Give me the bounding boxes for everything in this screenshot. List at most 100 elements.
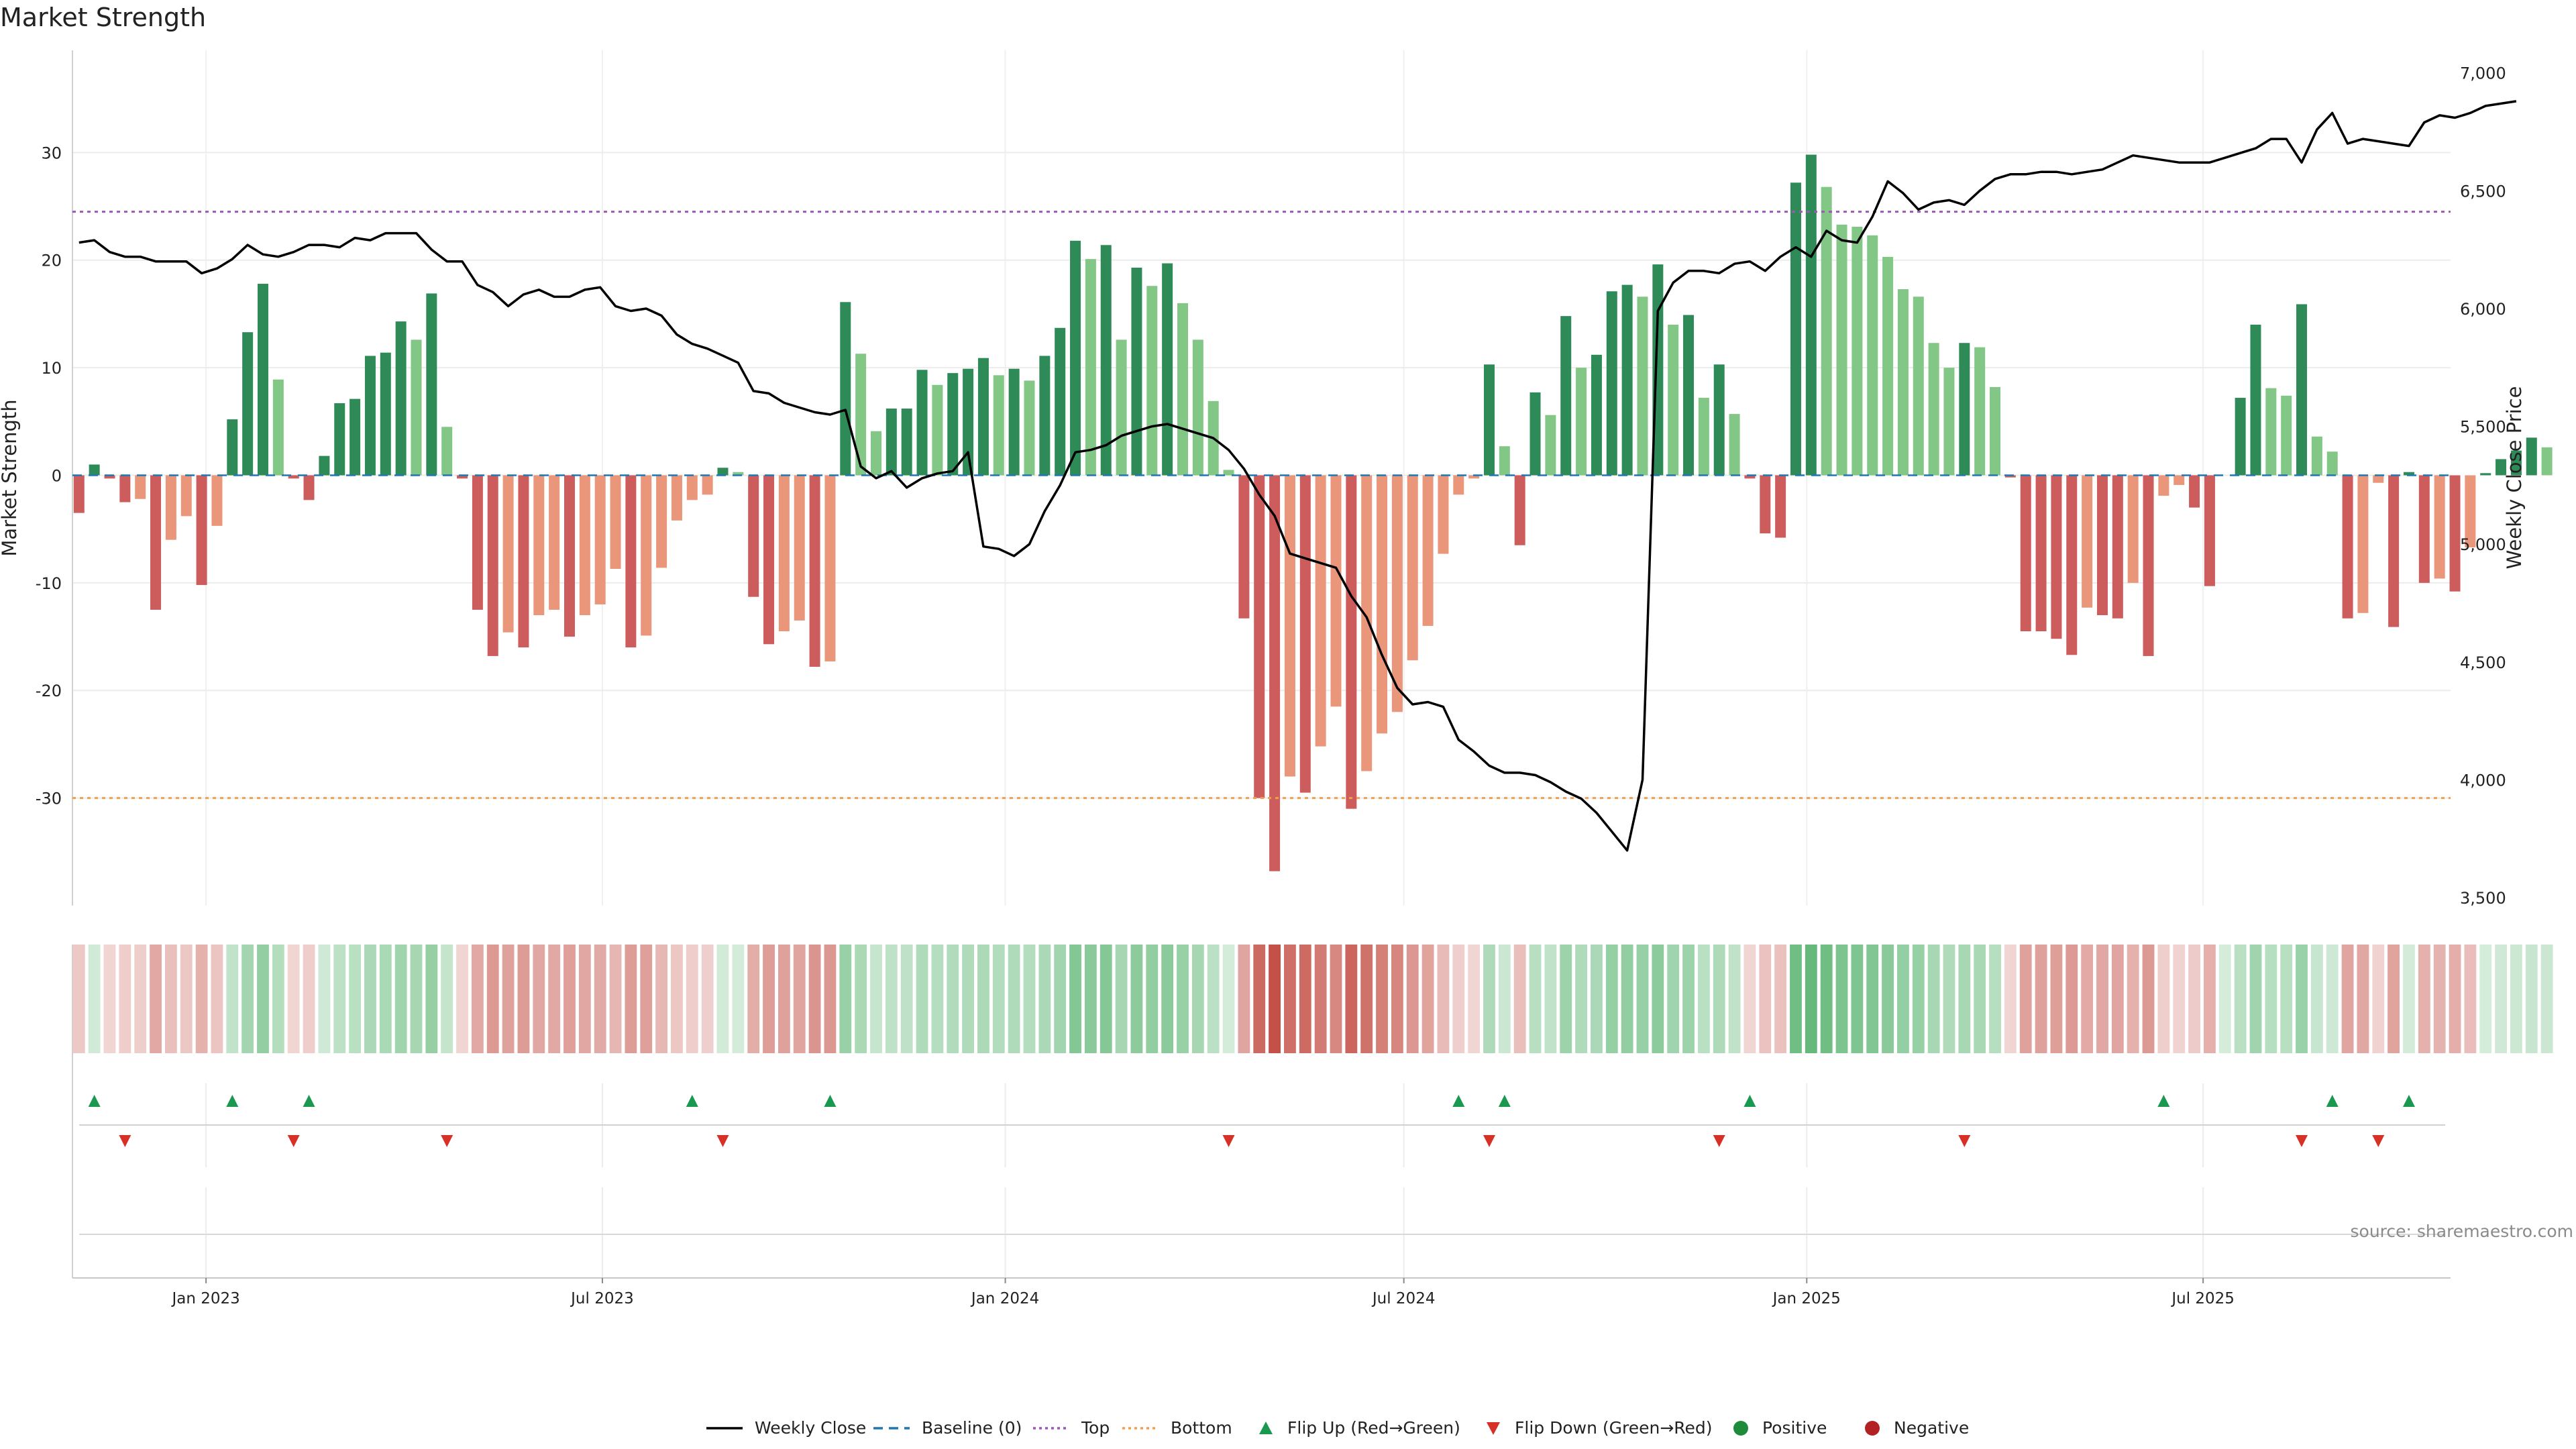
strength-bar [733, 472, 744, 476]
x-tick-label: Jul 2025 [2170, 1290, 2235, 1307]
chart-title: Market Strength [0, 3, 207, 32]
strength-bar [1990, 386, 2001, 476]
flip-down-marker [716, 1135, 729, 1147]
strength-bar [319, 455, 330, 476]
heat-cell [1406, 945, 1419, 1053]
x-tick-label: Jan 2023 [170, 1290, 239, 1307]
strength-bar [1146, 286, 1158, 476]
heat-cell [1023, 945, 1036, 1053]
flip-down-marker [119, 1135, 131, 1147]
heat-cell [2418, 945, 2430, 1053]
strength-bar [2311, 436, 2322, 476]
heat-cell [2341, 945, 2354, 1053]
strength-bar [1483, 364, 1495, 476]
heat-cell [1314, 945, 1327, 1053]
heat-cell [486, 945, 499, 1053]
strength-bar [656, 475, 667, 568]
strength-bar [1499, 446, 1510, 476]
heat-cell [410, 945, 423, 1053]
strength-bar [1346, 475, 1357, 809]
strength-bar [242, 332, 254, 476]
flip-down-marker [287, 1135, 300, 1147]
strength-bar [2265, 388, 2277, 476]
strength-bar [1713, 364, 1725, 476]
flip-down-marker [1958, 1135, 1971, 1147]
heat-cell [1958, 945, 1971, 1053]
heat-cell [1912, 945, 1925, 1053]
heat-cell [1897, 945, 1909, 1053]
heat-cell [1345, 945, 1358, 1053]
strength-bar [288, 475, 299, 479]
strength-bar [180, 475, 192, 517]
heat-cell [502, 945, 515, 1053]
heat-cell [1498, 945, 1511, 1053]
heat-cell [1191, 945, 1204, 1053]
y-tick-label: -10 [36, 574, 62, 593]
heat-cell [2265, 945, 2277, 1053]
heat-cell [119, 945, 131, 1053]
strength-bar [840, 302, 851, 476]
strength-bar [1867, 235, 1878, 476]
flip-up-marker [2157, 1095, 2170, 1107]
strength-bar [717, 468, 729, 476]
strength-bar [1836, 224, 1847, 476]
heat-cell [2081, 945, 2094, 1053]
strength-bar [1407, 475, 1418, 661]
heat-cell [2357, 945, 2369, 1053]
heat-cell [1452, 945, 1465, 1053]
flip-up-marker [303, 1095, 315, 1107]
y-tick-label: -30 [36, 790, 62, 808]
strength-bar [594, 475, 606, 604]
y-tick-label: 30 [41, 144, 62, 162]
source-note: source: sharemaestro.com [2351, 1222, 2574, 1241]
heat-cell [441, 945, 453, 1053]
legend-icon [1259, 1421, 1273, 1434]
heat-cell [1682, 945, 1695, 1053]
legend-label: Weekly Close [755, 1418, 866, 1438]
strength-bar [748, 475, 759, 597]
heat-cell [1115, 945, 1128, 1053]
legend-label: Top [1081, 1418, 1110, 1438]
heat-cell [747, 945, 760, 1053]
heat-cell [777, 945, 790, 1053]
strength-bar [2189, 475, 2200, 508]
strength-bar [211, 475, 223, 526]
flip-up-marker [88, 1095, 101, 1107]
strength-bar [1085, 259, 1096, 476]
heat-cell [533, 945, 545, 1053]
heat-cell [1038, 945, 1051, 1053]
heat-cell [1238, 945, 1250, 1053]
strength-bar [1315, 475, 1326, 747]
strength-bar [2496, 459, 2507, 476]
strength-bar [73, 475, 85, 513]
strength-bar [916, 370, 928, 476]
strength-bar [1238, 475, 1250, 619]
heat-cell [732, 945, 745, 1053]
heat-cell [1468, 945, 1481, 1053]
heat-cell [2510, 945, 2522, 1053]
heat-cell [992, 945, 1005, 1053]
strength-bar [1851, 227, 1863, 476]
strength-bar [1545, 415, 1556, 476]
heat-cell [303, 945, 315, 1053]
heat-cell [1743, 945, 1756, 1053]
legend-icon [1487, 1422, 1500, 1435]
strength-bar [2526, 437, 2537, 476]
strength-bar [364, 356, 376, 476]
strength-bar [963, 368, 974, 476]
strength-bar [1284, 475, 1295, 777]
heat-cell [379, 945, 392, 1053]
strength-bar [487, 475, 498, 656]
strength-bar [1821, 186, 1832, 476]
strength-bar [763, 475, 775, 645]
heat-cell [2495, 945, 2507, 1053]
strength-bar [778, 475, 790, 632]
heat-cell [763, 945, 775, 1053]
heat-cell [1513, 945, 1526, 1053]
heat-cell [1759, 945, 1772, 1053]
strength-bar [1377, 475, 1388, 734]
heat-cell [2050, 945, 2063, 1053]
heat-cell [1437, 945, 1450, 1053]
y2-tick-label: 3,500 [2460, 889, 2506, 908]
